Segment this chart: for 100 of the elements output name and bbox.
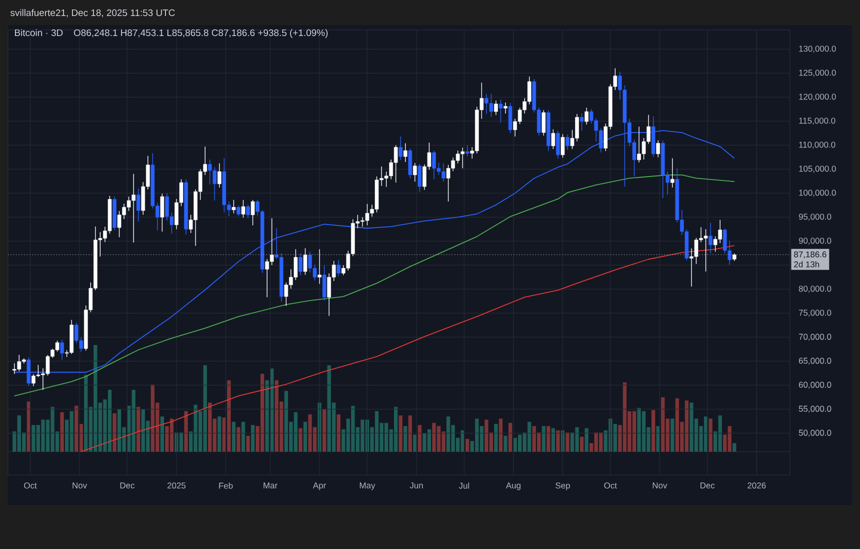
y-tick-label: 120,000.0 (799, 94, 836, 101)
x-tick-label: Jun (410, 482, 423, 488)
y-tick-label: 55,000.0 (798, 406, 832, 413)
bar (584, 428, 588, 452)
x-tick-label: Dec (700, 482, 715, 488)
candlestick (551, 129, 556, 150)
chart-subtitle: O86,248.1 H87,453.1 L85,865.8 C87,186.6 +938.5 (+1.09%) (74, 29, 328, 38)
candlestick (246, 204, 250, 219)
bar (136, 406, 140, 452)
candlestick (508, 102, 512, 134)
y-tick-label: 125,000.0 (799, 70, 836, 77)
x-tick-label: Apr (312, 482, 326, 490)
candlestick (413, 162, 417, 182)
x-tick-label: Nov (652, 482, 668, 488)
candlestick (318, 248, 322, 284)
y-tick-label: 105,000.0 (799, 166, 836, 173)
candlestick (236, 205, 240, 217)
candlestick (336, 260, 341, 277)
y-tick-label: 60,000.0 (798, 382, 832, 389)
bar (494, 424, 498, 452)
candlestick (250, 200, 255, 226)
bar (542, 426, 546, 452)
bar (651, 410, 656, 452)
ref-line-label: 87,186.6 (794, 251, 826, 258)
line-series (14, 174, 735, 396)
x-tick-label: May (360, 482, 376, 490)
candlestick (498, 99, 503, 123)
x-tick-label: Dec (120, 482, 135, 488)
x-tick-label: Oct (24, 482, 37, 488)
bar (236, 427, 240, 452)
candlestick (232, 200, 236, 214)
bar (408, 415, 412, 452)
y-tick-label: 50,000.0 (798, 430, 832, 437)
bar (551, 428, 556, 452)
candlestick (160, 193, 164, 232)
y-tick-label: 90,000.0 (798, 238, 832, 245)
bar (566, 432, 570, 452)
bar (498, 418, 503, 452)
candlestick (218, 162, 222, 188)
candlestick (542, 110, 546, 136)
bar (303, 422, 308, 452)
candlestick (322, 264, 326, 302)
x-tick-label: 2025 (167, 482, 186, 488)
bar (546, 426, 550, 452)
bar (160, 416, 164, 452)
bar (322, 409, 326, 452)
candlestick (303, 248, 308, 276)
candlestick (708, 222, 712, 254)
candlestick (670, 158, 674, 188)
candlestick (566, 134, 570, 150)
y-tick-label: 95,000.0 (798, 214, 832, 221)
candlestick (560, 134, 565, 158)
bar (398, 415, 402, 452)
candlestick (504, 102, 508, 114)
bar (336, 414, 340, 452)
bar (580, 436, 584, 452)
bar (184, 411, 188, 452)
bar (74, 406, 78, 452)
text: 2d 13h (794, 261, 820, 268)
bar (504, 436, 508, 452)
bar (404, 426, 408, 452)
x-tick-label: Sep (556, 482, 570, 490)
candlestick (418, 164, 422, 192)
bar (132, 390, 136, 452)
chart-title: Bitcoin · 3D (14, 29, 63, 36)
y-tick-label: 130,000.0 (799, 46, 836, 53)
candlestick (241, 200, 246, 218)
x-tick-label: Feb (219, 482, 233, 489)
bar (298, 428, 302, 452)
y-tick-label: 80,000.0 (798, 286, 832, 293)
bar (241, 422, 246, 452)
bar (556, 430, 560, 452)
bar (250, 425, 255, 452)
candlestick (398, 136, 402, 160)
y-tick-label: 100,000.0 (799, 190, 836, 197)
bar (466, 438, 470, 452)
y-tick-label: 110,000.0 (799, 142, 836, 149)
bar (112, 413, 116, 452)
x-tick-label: Mar (264, 482, 278, 488)
bar (418, 425, 422, 452)
candlestick (556, 130, 560, 159)
y-tick-label: 115,000.0 (799, 118, 836, 125)
candlestick (60, 339, 64, 360)
x-tick-label: 2026 (748, 482, 766, 488)
candlestick (580, 113, 584, 132)
bar (232, 422, 236, 452)
y-tick-label: 70,000.0 (798, 334, 832, 341)
y-tick-label: 75,000.0 (798, 310, 832, 317)
bar (60, 412, 64, 452)
bar (218, 416, 222, 452)
candlestick (465, 144, 470, 157)
candlestick (136, 188, 140, 222)
candlestick (494, 100, 498, 116)
candlestick (584, 107, 588, 125)
candlestick (298, 253, 302, 276)
bar (508, 422, 512, 452)
x-tick-label: Nov (72, 482, 88, 488)
bar (670, 418, 674, 452)
y-tick-label: 65,000.0 (798, 358, 832, 365)
line-series (80, 245, 735, 452)
